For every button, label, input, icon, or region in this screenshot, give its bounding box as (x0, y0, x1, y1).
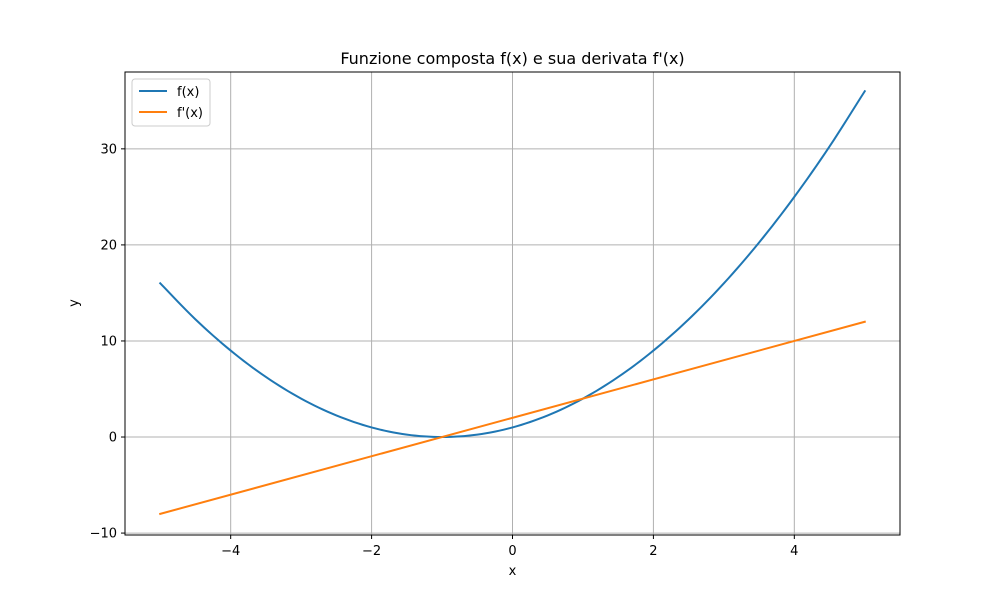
x-tick-label: 2 (649, 544, 657, 559)
y-tick-label: −10 (90, 527, 117, 542)
x-tick-label: 0 (508, 544, 516, 559)
series-layer (158, 89, 867, 516)
grid (125, 72, 900, 535)
y-tick-label: 0 (109, 431, 117, 446)
series-line-f (158, 89, 867, 439)
series-line-fprime (159, 320, 866, 516)
y-tick-label: 20 (100, 238, 117, 253)
x-tick-label: −2 (362, 544, 381, 559)
x-tick-label: −4 (221, 544, 240, 559)
x-axis-label: x (509, 564, 517, 579)
y-tick-label: 10 (100, 334, 117, 349)
legend: f(x) f'(x) (131, 78, 211, 127)
y-axis-label: y (67, 299, 82, 307)
x-tick-label: 4 (790, 544, 798, 559)
chart-title: Funzione composta f(x) e sua derivata f'… (340, 49, 684, 68)
ticks: −4 −2 0 2 4 −10 0 10 20 30 (90, 142, 799, 559)
legend-label-fprime: f'(x) (177, 106, 203, 121)
y-tick-label: 30 (100, 142, 117, 157)
legend-label-f: f(x) (177, 85, 199, 100)
